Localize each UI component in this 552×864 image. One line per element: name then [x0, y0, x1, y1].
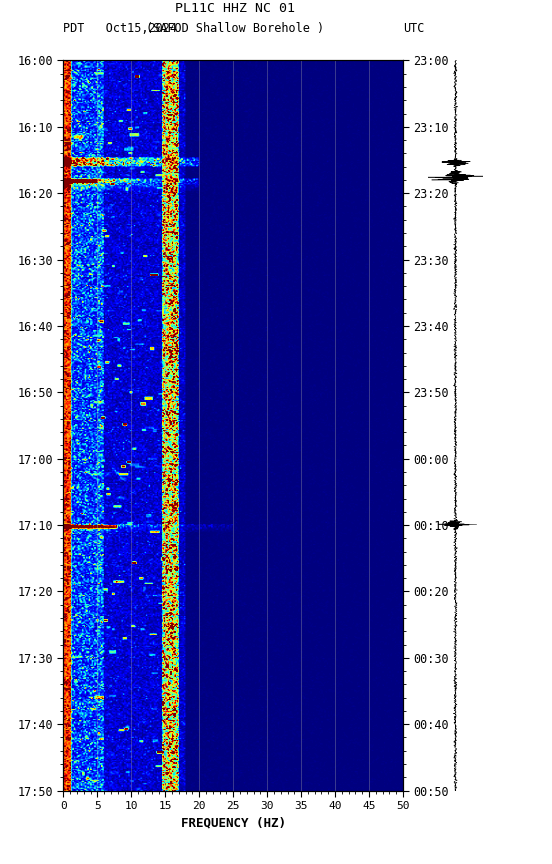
- Text: UTC: UTC: [403, 22, 424, 35]
- Text: (SAFOD Shallow Borehole ): (SAFOD Shallow Borehole ): [146, 22, 323, 35]
- Text: PDT   Oct15,2024: PDT Oct15,2024: [63, 22, 178, 35]
- Text: PL11C HHZ NC 01: PL11C HHZ NC 01: [174, 3, 295, 16]
- X-axis label: FREQUENCY (HZ): FREQUENCY (HZ): [181, 816, 286, 829]
